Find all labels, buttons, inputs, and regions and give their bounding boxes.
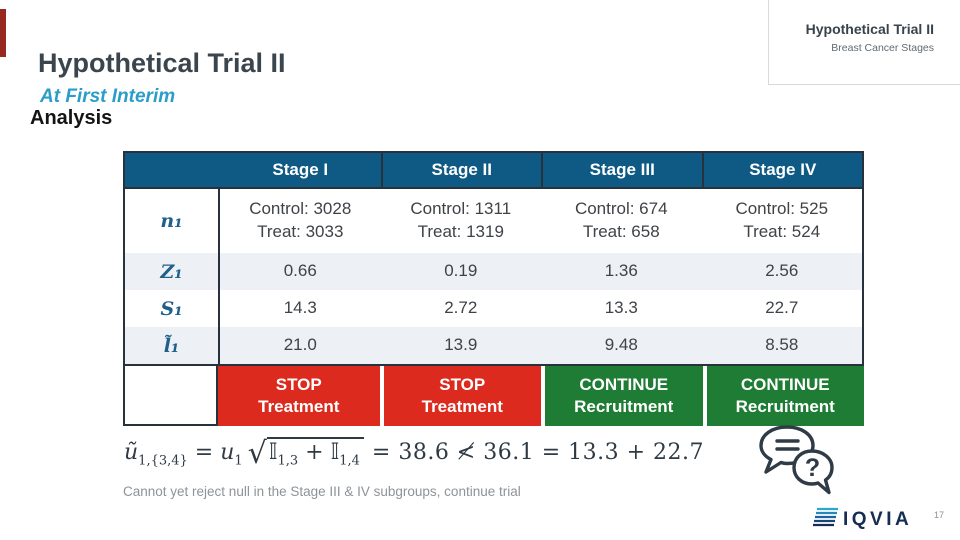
decision-cell-stage4: CONTINUE Recruitment bbox=[706, 366, 864, 426]
results-table-grid: Stage I Stage II Stage III Stage IV n₁ C… bbox=[123, 151, 864, 366]
corner-badge-subtitle: Breast Cancer Stages bbox=[831, 42, 934, 54]
formula-u-tilde-sub: 1,{3,4} bbox=[138, 453, 188, 469]
decision-line1: STOP bbox=[275, 374, 322, 394]
indicator-1-sub: 1,3 bbox=[277, 453, 299, 469]
chat-bubbles-icon: ? bbox=[759, 425, 834, 495]
table-cell-l-stage1: 21.0 bbox=[220, 327, 381, 364]
column-header-stage3: Stage III bbox=[541, 153, 702, 189]
decision-row: STOP Treatment STOP Treatment CONTINUE R… bbox=[123, 366, 864, 426]
iqvia-logo: IQVIA bbox=[813, 507, 912, 530]
treat-count: Treat: 3033 bbox=[257, 222, 344, 241]
table-cell-s-stage3: 13.3 bbox=[604, 298, 638, 318]
formula-plus: + bbox=[305, 440, 324, 465]
table-cell-z-stage2: 0.19 bbox=[380, 253, 541, 290]
page-subtitle-analysis: Analysis bbox=[30, 107, 113, 129]
page-subtitle-interim: At First Interim bbox=[40, 86, 176, 107]
decision-line2: Recruitment bbox=[735, 397, 835, 416]
formula-equals: = bbox=[194, 440, 214, 465]
table-corner-cell bbox=[125, 153, 220, 189]
formula-result: = 38.6 ≮ 36.1 = 13.3 + 22.7 bbox=[371, 440, 705, 465]
decision-cell-stage1: STOP Treatment bbox=[218, 366, 380, 426]
row-symbol-z1: Z₁ bbox=[125, 253, 220, 290]
page-title: Hypothetical Trial II bbox=[38, 48, 286, 78]
decision-cell-stage3: CONTINUE Recruitment bbox=[545, 366, 703, 426]
indicator-2-sub: 1,4 bbox=[339, 453, 360, 469]
iqvia-logo-text: IQVIA bbox=[843, 509, 912, 530]
control-count: Control: 3028 bbox=[249, 199, 352, 219]
formula-u1: u bbox=[220, 440, 235, 465]
decision-row-spacer bbox=[123, 366, 218, 426]
row-symbol-ltilde1: l̃₁ bbox=[125, 327, 220, 364]
combination-test-formula: ũ1,{3,4} = u1 √𝕀1,3 + 𝕀1,4 = 38.6 ≮ 36.1 = 1… bbox=[124, 436, 704, 471]
treat-count: Treat: 1319 bbox=[417, 222, 504, 241]
decision-cell-stage2: STOP Treatment bbox=[383, 366, 541, 426]
decision-line2: Treatment bbox=[258, 397, 340, 416]
page-number: 17 bbox=[933, 510, 944, 520]
table-cell-z-stage4: 2.56 bbox=[701, 253, 862, 290]
row-symbol-n1: n₁ bbox=[125, 189, 220, 253]
slide-accent-bar bbox=[0, 9, 6, 57]
indicator-1: 𝕀 bbox=[268, 440, 278, 465]
sqrt-sign: √ bbox=[247, 436, 267, 471]
row-symbol-s1: S₁ bbox=[125, 290, 220, 327]
table-cell-z-stage1: 0.66 bbox=[220, 253, 381, 290]
column-header-stage1: Stage I bbox=[220, 153, 381, 189]
column-header-stage2: Stage II bbox=[380, 153, 541, 189]
table-cell-l-stage3: 9.48 bbox=[541, 327, 702, 364]
formula-u1-sub: 1 bbox=[234, 453, 243, 469]
question-glyph: ? bbox=[805, 454, 820, 482]
column-header-stage4: Stage IV bbox=[701, 153, 862, 189]
decision-line1: CONTINUE bbox=[740, 374, 830, 394]
treat-count: Treat: 658 bbox=[582, 222, 660, 241]
table-cell-s-stage1: 14.3 bbox=[283, 298, 317, 318]
decision-line2: Recruitment bbox=[574, 397, 674, 416]
treat-count: Treat: 524 bbox=[743, 222, 821, 241]
table-cell-n-stage3: Control: 674 Treat: 658 bbox=[541, 189, 702, 253]
control-count: Control: 1311 bbox=[410, 199, 512, 219]
table-cell-s-stage2: 2.72 bbox=[444, 298, 478, 318]
table-cell-n-stage4: Control: 525 Treat: 524 bbox=[702, 189, 863, 253]
table-cell-l-stage4: 8.58 bbox=[701, 327, 862, 364]
corner-badge-title: Hypothetical Trial II bbox=[805, 21, 934, 37]
decision-line1: STOP bbox=[439, 374, 486, 394]
corner-badge: Hypothetical Trial II Breast Cancer Stag… bbox=[768, 0, 960, 85]
table-cell-l-stage2: 13.9 bbox=[380, 327, 541, 364]
table-cell-z-stage3: 1.36 bbox=[541, 253, 702, 290]
table-cell-n-stage1: Control: 3028 Treat: 3033 bbox=[220, 189, 381, 253]
radicand: 𝕀1,3 + 𝕀1,4 bbox=[266, 437, 364, 469]
table-cell-n-stage2: Control: 1311 Treat: 1319 bbox=[381, 189, 542, 253]
table-cell-s-stage4: 22.7 bbox=[765, 298, 799, 318]
control-count: Control: 525 bbox=[735, 199, 829, 219]
decision-line2: Treatment bbox=[421, 397, 503, 416]
formula-u-tilde: ũ bbox=[124, 440, 139, 465]
control-count: Control: 674 bbox=[574, 199, 668, 219]
indicator-2: 𝕀 bbox=[330, 440, 340, 465]
results-table: Stage I Stage II Stage III Stage IV n₁ C… bbox=[123, 151, 864, 426]
decision-line1: CONTINUE bbox=[579, 374, 669, 394]
conclusion-caption: Cannot yet reject null in the Stage III … bbox=[123, 484, 521, 499]
